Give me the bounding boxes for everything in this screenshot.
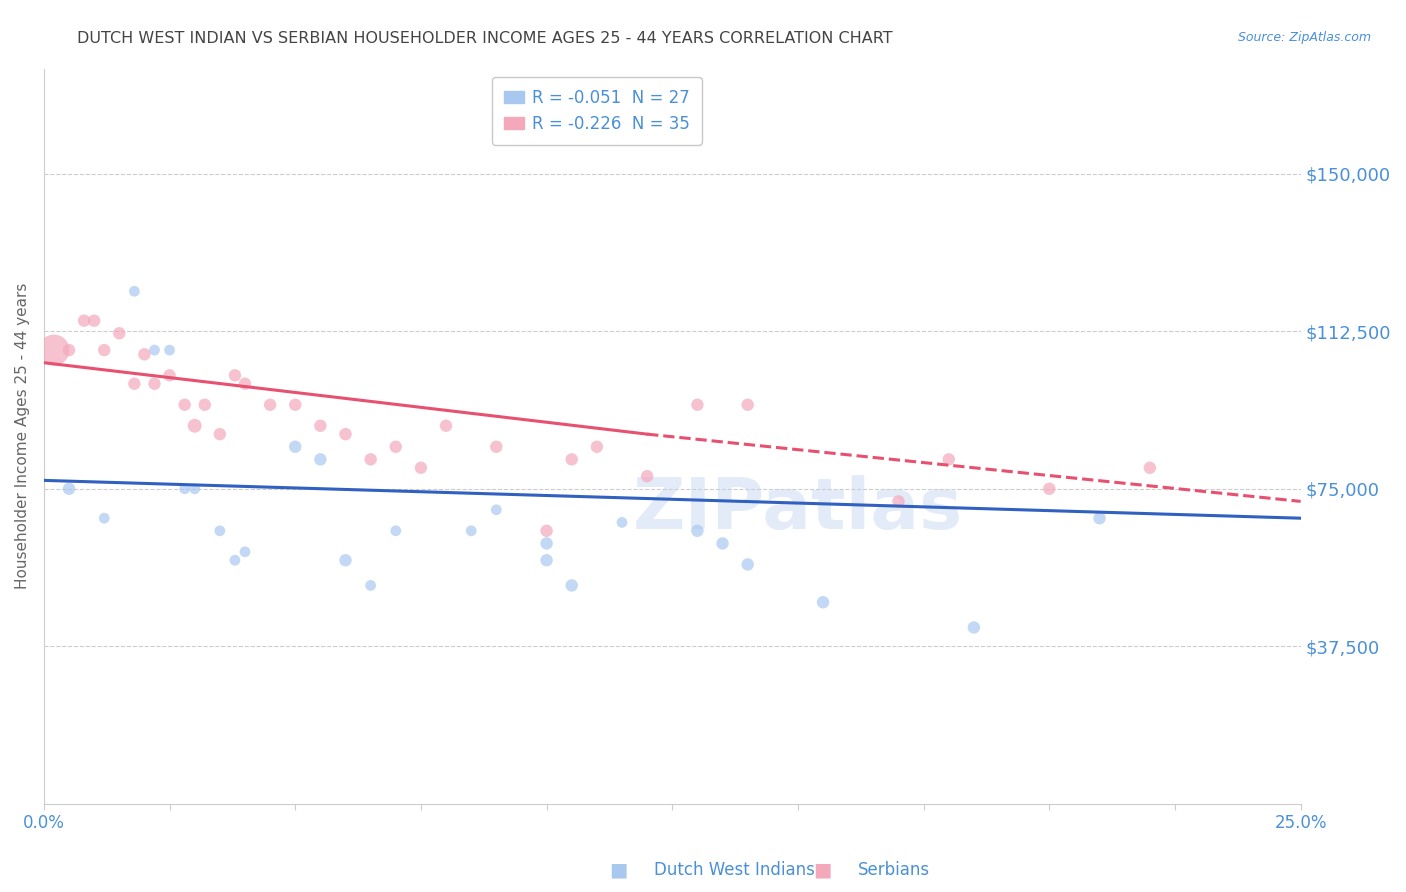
Point	[124, 285, 146, 299]
Point	[309, 452, 332, 467]
Point	[536, 524, 558, 538]
Point	[561, 452, 583, 467]
Text: Serbians: Serbians	[858, 861, 929, 879]
Point	[208, 524, 231, 538]
Point	[134, 347, 156, 361]
Text: ■: ■	[813, 860, 832, 880]
Point	[409, 460, 432, 475]
Point	[536, 536, 558, 550]
Point	[233, 376, 256, 391]
Point	[360, 452, 382, 467]
Point	[183, 482, 205, 496]
Point	[93, 511, 115, 525]
Legend: R = -0.051  N = 27, R = -0.226  N = 35: R = -0.051 N = 27, R = -0.226 N = 35	[492, 77, 702, 145]
Point	[224, 368, 246, 383]
Point	[335, 427, 357, 442]
Point	[83, 314, 105, 328]
Point	[93, 343, 115, 357]
Point	[309, 418, 332, 433]
Point	[233, 545, 256, 559]
Text: DUTCH WEST INDIAN VS SERBIAN HOUSEHOLDER INCOME AGES 25 - 44 YEARS CORRELATION C: DUTCH WEST INDIAN VS SERBIAN HOUSEHOLDER…	[77, 31, 893, 46]
Point	[173, 398, 195, 412]
Point	[737, 398, 759, 412]
Point	[536, 553, 558, 567]
Point	[143, 376, 166, 391]
Point	[1038, 482, 1060, 496]
Point	[384, 524, 406, 538]
Y-axis label: Householder Income Ages 25 - 44 years: Householder Income Ages 25 - 44 years	[15, 283, 30, 590]
Text: ZIPatlas: ZIPatlas	[633, 475, 963, 544]
Point	[159, 368, 181, 383]
Point	[938, 452, 960, 467]
Point	[58, 482, 80, 496]
Point	[173, 482, 195, 496]
Point	[284, 440, 307, 454]
Text: Dutch West Indians: Dutch West Indians	[654, 861, 814, 879]
Point	[1088, 511, 1111, 525]
Point	[124, 376, 146, 391]
Point	[108, 326, 131, 341]
Point	[711, 536, 734, 550]
Point	[434, 418, 457, 433]
Point	[1139, 460, 1161, 475]
Text: ■: ■	[609, 860, 628, 880]
Point	[194, 398, 217, 412]
Point	[360, 578, 382, 592]
Point	[183, 418, 205, 433]
Point	[384, 440, 406, 454]
Text: Source: ZipAtlas.com: Source: ZipAtlas.com	[1237, 31, 1371, 45]
Point	[143, 343, 166, 357]
Point	[42, 343, 65, 357]
Point	[811, 595, 834, 609]
Point	[561, 578, 583, 592]
Point	[586, 440, 609, 454]
Point	[610, 516, 633, 530]
Point	[485, 440, 508, 454]
Point	[887, 494, 910, 508]
Point	[208, 427, 231, 442]
Point	[485, 503, 508, 517]
Point	[636, 469, 658, 483]
Point	[58, 343, 80, 357]
Point	[284, 398, 307, 412]
Point	[335, 553, 357, 567]
Point	[259, 398, 281, 412]
Point	[159, 343, 181, 357]
Point	[963, 620, 986, 634]
Point	[73, 314, 96, 328]
Point	[686, 524, 709, 538]
Point	[460, 524, 482, 538]
Point	[737, 558, 759, 572]
Point	[686, 398, 709, 412]
Point	[224, 553, 246, 567]
